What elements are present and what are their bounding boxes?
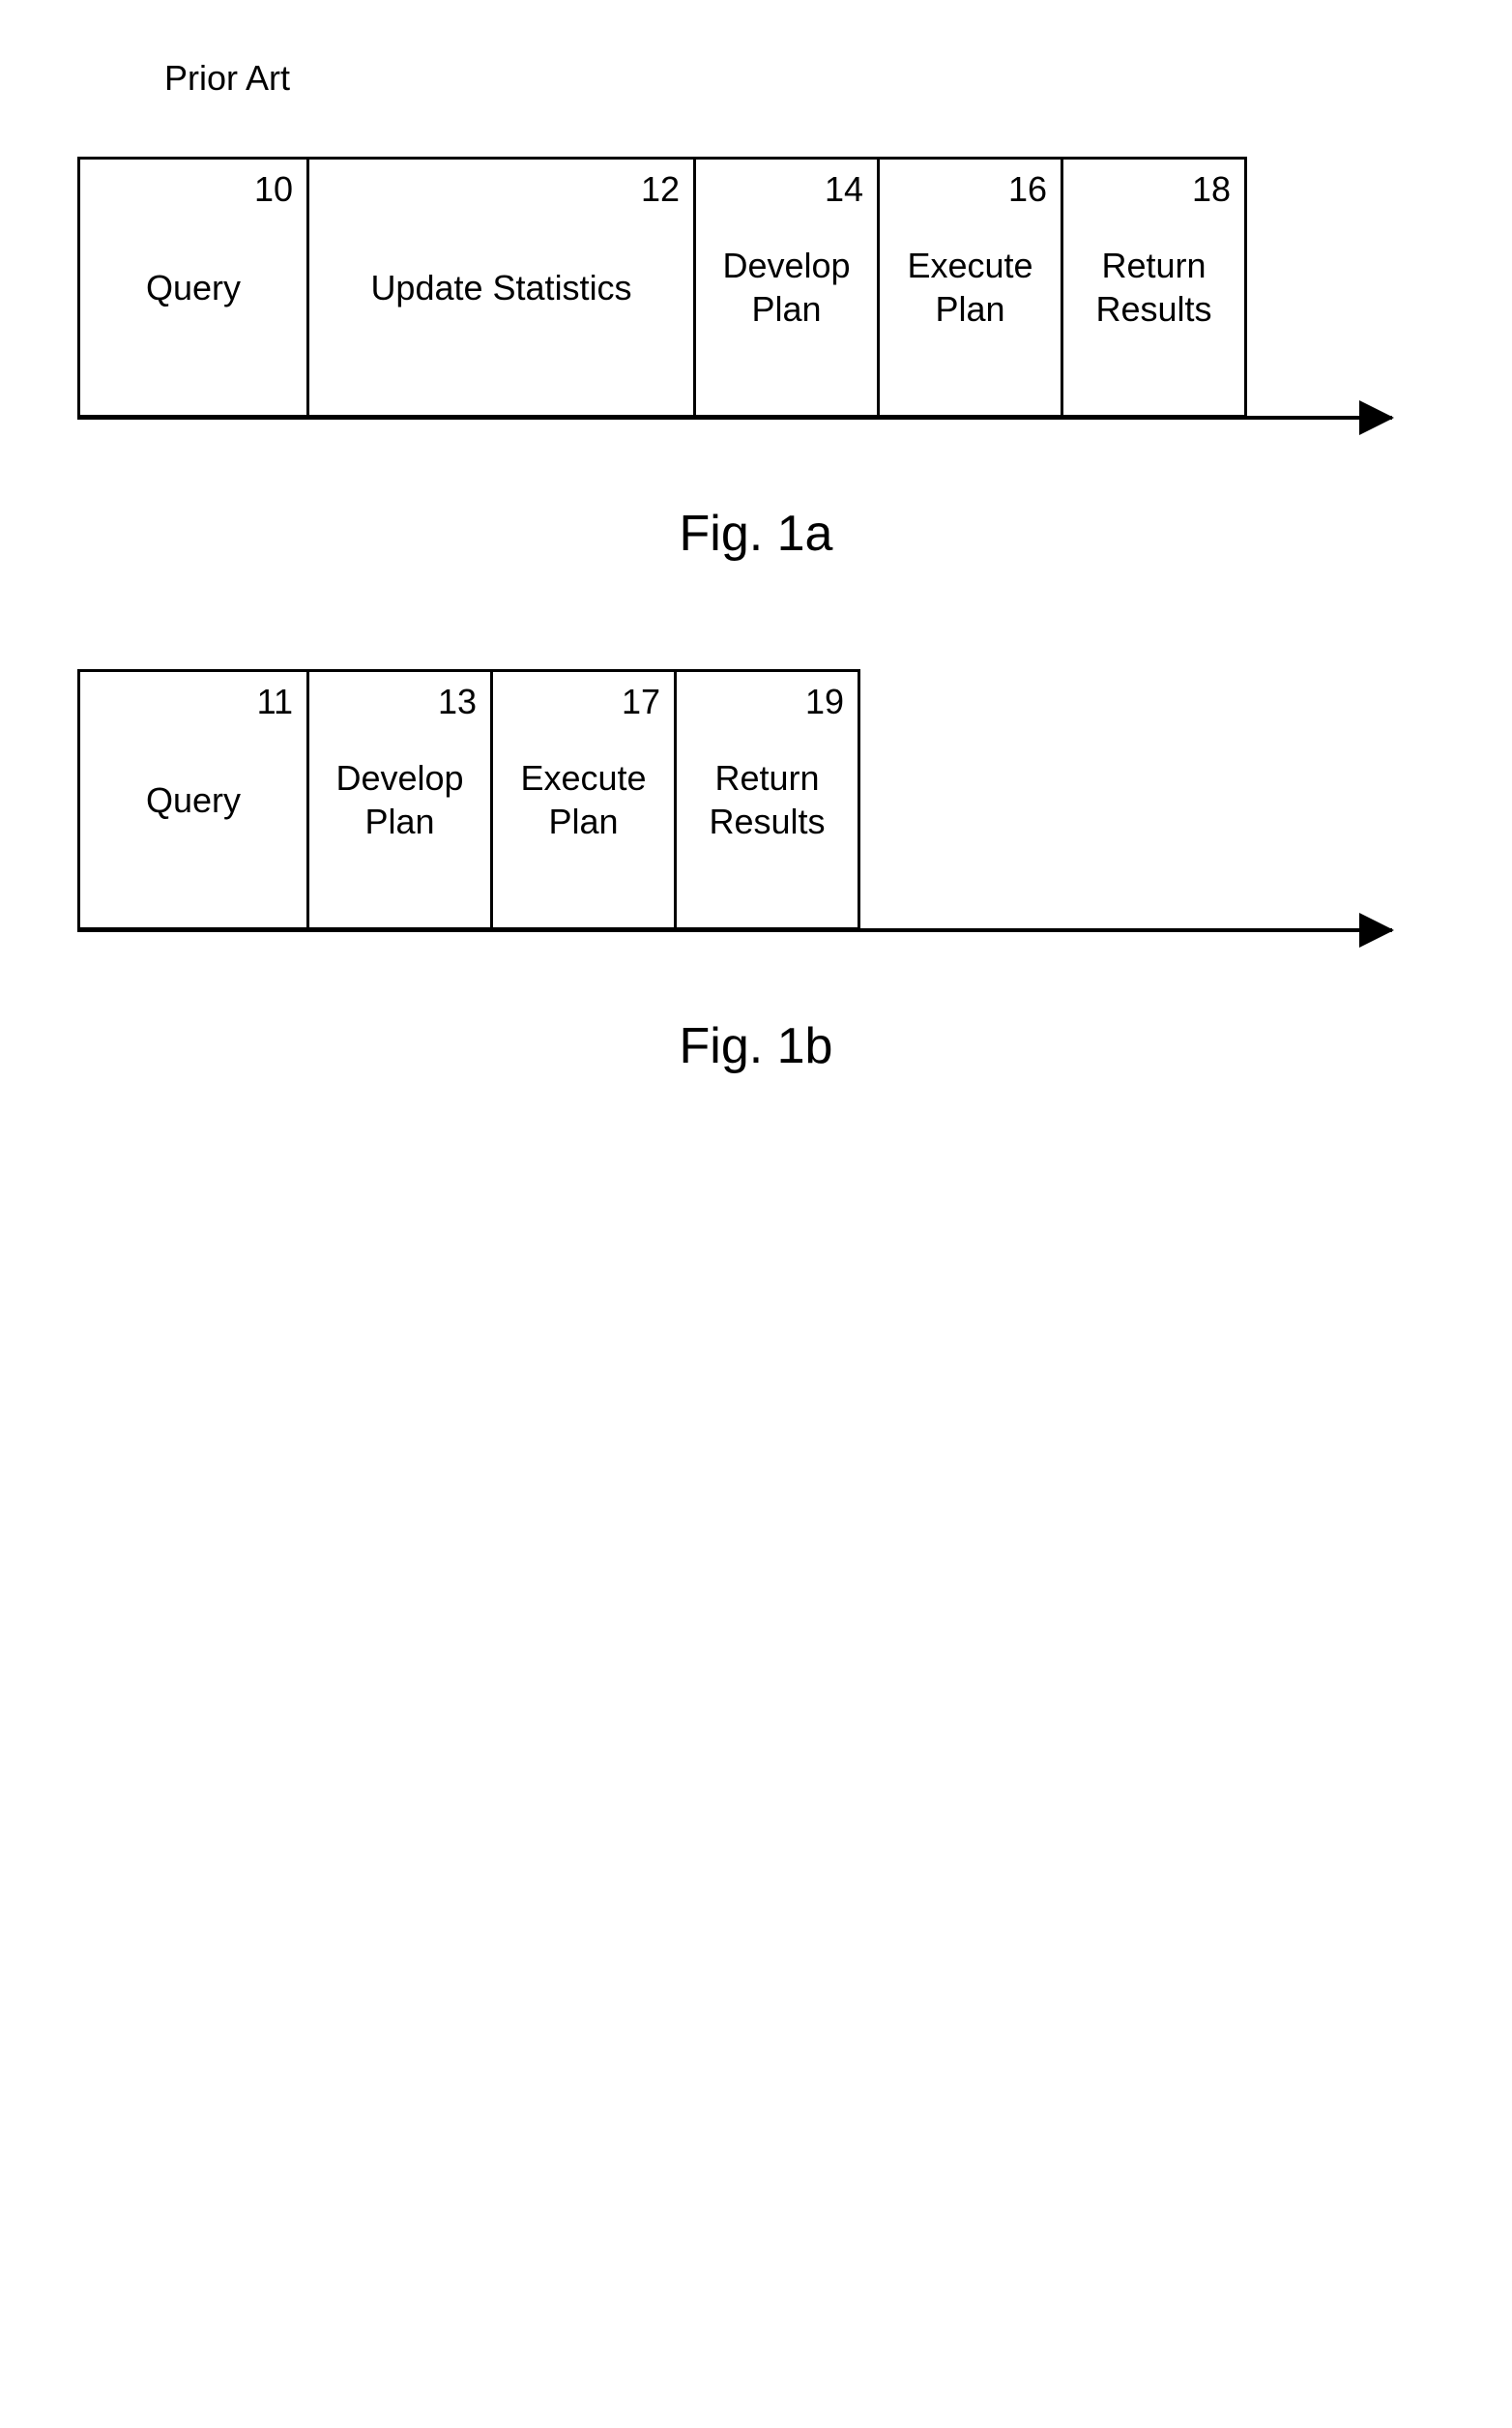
process-box-number: 13 [438,682,477,722]
process-box: Develop Plan 14 [696,157,880,418]
process-box-number: 12 [641,169,680,210]
process-box-label: Execute Plan [520,756,646,843]
process-box-label: Develop Plan [722,244,850,331]
fig-a-caption: Fig. 1a [77,505,1435,563]
process-box-label: Execute Plan [907,244,1032,331]
fig-a-arrowhead [1359,400,1394,435]
process-box-label: Return Results [1095,244,1211,331]
process-box-number: 18 [1192,169,1231,210]
process-box-label: Query [146,778,241,822]
fig-a-row: Query 10 Update Statistics 12 Develop Plan 14… [77,157,1392,418]
process-box: Return Results 19 [677,669,860,930]
figure-1b: Query 11 Develop Plan 13 Execute Plan 17 Retur… [77,669,1435,930]
fig-a-baseline [77,416,1392,420]
fig-b-caption: Fig. 1b [77,1017,1435,1075]
prior-art-label: Prior Art [164,58,1435,99]
process-box-number: 19 [805,682,844,722]
process-box: Update Statistics 12 [309,157,696,418]
process-box: Query 11 [77,669,309,930]
process-box: Develop Plan 13 [309,669,493,930]
process-box-label: Develop Plan [335,756,463,843]
process-box-number: 14 [825,169,863,210]
process-box: Execute Plan 16 [880,157,1063,418]
process-box: Return Results 18 [1063,157,1247,418]
process-box-number: 11 [257,682,293,722]
fig-b-row: Query 11 Develop Plan 13 Execute Plan 17 Retur… [77,669,1392,930]
fig-b-baseline [77,928,1392,932]
process-box-label: Update Statistics [370,266,631,309]
process-box-number: 16 [1008,169,1047,210]
process-box: Query 10 [77,157,309,418]
process-box-label: Return Results [709,756,825,843]
fig-b-arrowhead [1359,913,1394,948]
process-box-label: Query [146,266,241,309]
figure-1a: Query 10 Update Statistics 12 Develop Plan 14… [77,157,1435,418]
process-box-number: 10 [254,169,293,210]
process-box: Execute Plan 17 [493,669,677,930]
process-box-number: 17 [622,682,660,722]
